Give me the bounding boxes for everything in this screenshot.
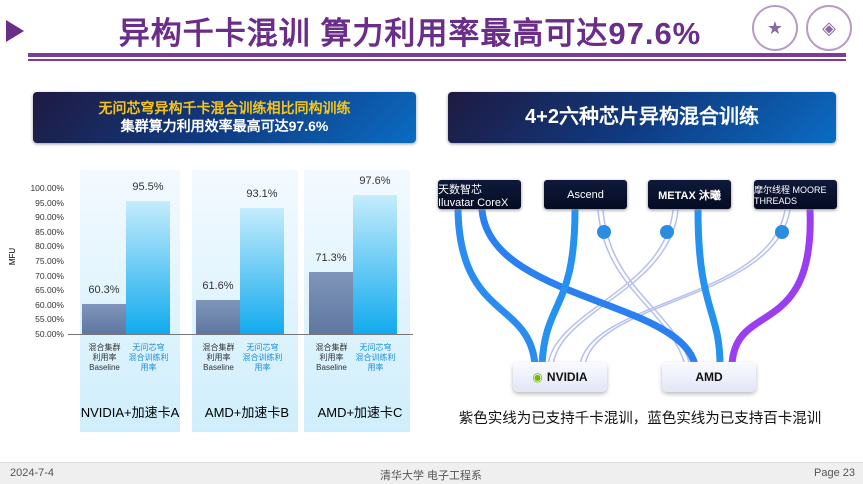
thin-link	[584, 209, 791, 366]
footer-org: 清华大学 电子工程系	[380, 470, 483, 482]
category-label-line: 混合训练利	[128, 353, 169, 362]
category-label-line: Baseline	[89, 363, 120, 372]
host-nvidia: ◉ NVIDIA	[513, 362, 607, 392]
chart-header-box: 无问芯穹异构千卡混合训练相比同构训练 集群算力利用效率最高可达97.6%	[33, 92, 416, 143]
host-amd-label: AMD	[695, 370, 723, 384]
bar-value-label: 95.5%	[132, 181, 164, 194]
category-label-line: Baseline	[203, 363, 234, 372]
y-tick-label: 90.00%	[35, 212, 64, 223]
host-amd: AMD	[662, 362, 756, 392]
category-label-line: 混合训练利	[355, 353, 396, 362]
purple-link-moore-amd	[728, 206, 814, 369]
footer: 2024-7-4 清华大学 电子工程系 Page 23	[0, 462, 863, 484]
bar-value-label: 71.3%	[315, 251, 347, 264]
bar-baseline	[82, 303, 126, 334]
y-tick-label: 100.00%	[30, 183, 64, 193]
bar-value-label: 61.6%	[202, 280, 234, 293]
chart-header-line2: 集群算力利用效率最高可达97.6%	[120, 118, 329, 134]
y-tick-label: 65.00%	[35, 285, 64, 296]
y-tick-label: 55.00%	[35, 314, 64, 325]
department-seal-logo: ◈	[806, 5, 852, 51]
title-divider-thin	[28, 59, 846, 61]
category-label-line: 混合集群	[202, 343, 235, 352]
category-label-line: 用率	[254, 363, 271, 372]
category-label: 无问芯穹 混合训练利 用率	[353, 343, 398, 373]
host-nvidia-label: NVIDIA	[546, 370, 588, 384]
category-label: 混合集群 利用率 Baseline	[82, 343, 127, 373]
group-label: NVIDIA+加速卡A	[80, 405, 180, 420]
blue-link-iluvatar-nvidia	[454, 206, 539, 369]
blue-link-ascend-nvidia	[538, 206, 579, 369]
nvidia-eye-icon: ◉	[532, 370, 543, 384]
link-badge-icon	[597, 225, 611, 239]
chip-iluvatar: 天数智芯 Iluvatar CoreX	[438, 180, 521, 209]
y-tick-label: 85.00%	[35, 226, 64, 237]
diagram-caption: 紫色实线为已支持千卡混训，蓝色实线为已支持百卡混训	[458, 411, 822, 427]
x-axis-line	[68, 334, 413, 335]
category-label-line: Baseline	[316, 363, 347, 372]
y-tick-label: 50.00%	[35, 329, 64, 339]
bar-value-label: 97.6%	[359, 175, 391, 187]
bar-optimized	[240, 208, 284, 334]
category-label: 无问芯穹 混合训练利 用率	[126, 343, 171, 373]
category-label-line: 用率	[140, 363, 157, 372]
y-tick-label: 60.00%	[35, 299, 64, 310]
category-label-line: 混合训练利	[242, 353, 283, 362]
blue-link-iluvatar-amd	[478, 206, 699, 369]
bar-baseline	[309, 271, 353, 334]
bar-optimized	[126, 201, 170, 334]
title-arrow-icon	[6, 20, 24, 42]
category-label-line: 混合集群	[315, 343, 348, 352]
chart-header-line1: 无问芯穹异构千卡混合训练相比同构训练	[98, 100, 351, 116]
category-label-line: 混合集群	[88, 343, 121, 352]
page-title: 异构千卡混训 算力利用率最高可达97.6%	[118, 16, 702, 51]
blue-link-metax-amd	[694, 206, 724, 369]
footer-page: Page 23	[814, 467, 855, 479]
category-label-line: 利用率	[319, 353, 344, 362]
chip-ascend: Ascend	[544, 180, 627, 209]
category-label-line: 无问芯穹	[359, 343, 392, 352]
chip-moore-threads: 摩尔线程 MOORE THREADS	[754, 180, 837, 209]
y-tick-label: 70.00%	[35, 270, 64, 281]
bar-baseline	[196, 300, 240, 334]
category-label: 混合集群 利用率 Baseline	[196, 343, 241, 373]
y-tick-label: 95.00%	[35, 197, 64, 208]
thin-link	[579, 209, 786, 366]
category-label-line: 用率	[367, 363, 384, 372]
category-label-line: 利用率	[206, 353, 231, 362]
link-badge-icon	[775, 225, 789, 239]
footer-date: 2024-7-4	[10, 467, 55, 479]
diagram-header-box: 4+2六种芯片异构混合训练	[448, 92, 836, 143]
bar-optimized	[353, 195, 397, 334]
category-label-line: 无问芯穹	[246, 343, 279, 352]
category-label: 混合集群 利用率 Baseline	[309, 343, 354, 373]
link-badges	[597, 225, 789, 239]
title-divider	[28, 53, 846, 57]
group-label: AMD+加速卡C	[317, 405, 403, 420]
university-seal-logo: ★	[752, 5, 798, 51]
bar-value-label: 93.1%	[246, 188, 278, 201]
connection-diagram	[454, 206, 814, 369]
y-tick-label: 75.00%	[35, 256, 64, 266]
group-label: AMD+加速卡B	[204, 405, 290, 420]
y-tick-label: 80.00%	[35, 241, 64, 252]
chip-metax: METAX 沐曦	[648, 180, 731, 209]
category-label-line: 无问芯穹	[132, 343, 165, 352]
link-badge-icon	[660, 225, 674, 239]
category-label: 无问芯穹 混合训练利 用率	[240, 343, 285, 373]
category-label-line: 利用率	[92, 353, 117, 362]
bar-value-label: 60.3%	[88, 283, 120, 296]
